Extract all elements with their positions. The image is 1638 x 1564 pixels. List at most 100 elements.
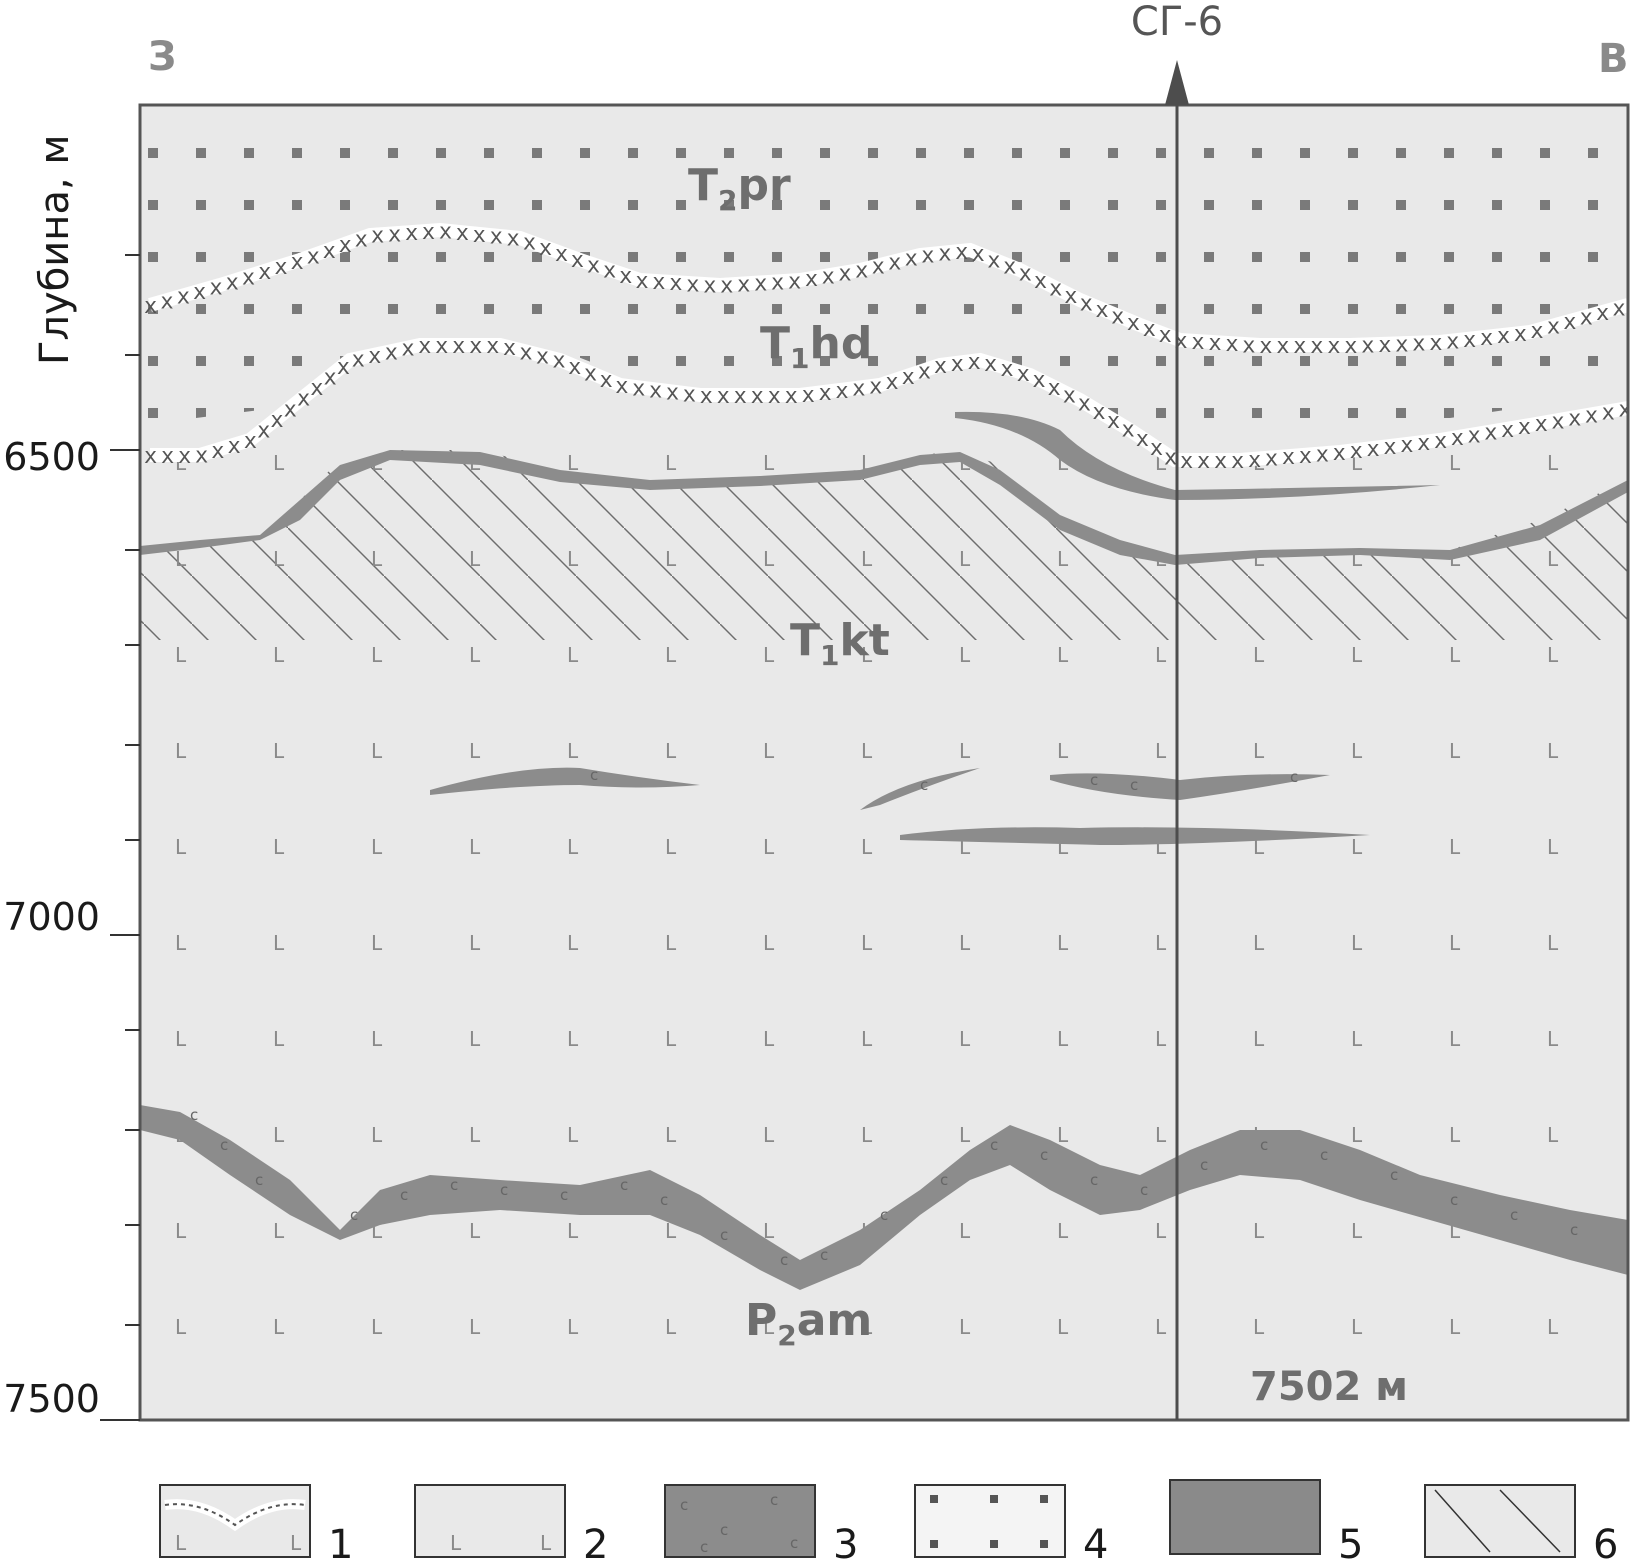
svg-text:x: x (490, 225, 503, 250)
svg-text:x: x (1003, 255, 1016, 280)
svg-text:L: L (567, 1123, 579, 1147)
svg-text:x: x (1596, 301, 1609, 326)
svg-text:L: L (665, 451, 677, 475)
svg-text:x: x (951, 352, 964, 377)
well-arrow-icon (1165, 60, 1189, 105)
svg-text:x: x (1049, 277, 1062, 302)
svg-text:L: L (371, 1027, 383, 1051)
svg-text:L: L (273, 835, 285, 859)
svg-text:L: L (371, 835, 383, 859)
svg-text:x: x (686, 272, 699, 297)
svg-text:x: x (1344, 334, 1357, 359)
svg-text:L: L (1449, 1123, 1461, 1147)
svg-text:x: x (209, 275, 222, 300)
svg-text:x: x (1563, 310, 1576, 335)
svg-text:x: x (968, 350, 981, 375)
svg-text:c: c (560, 1186, 568, 1204)
svg-text:x: x (1547, 315, 1560, 340)
svg-text:x: x (161, 444, 174, 469)
svg-text:L: L (763, 1123, 775, 1147)
svg-text:L: L (763, 547, 775, 571)
svg-text:L: L (1547, 931, 1559, 955)
svg-text:x: x (734, 384, 747, 409)
svg-text:L: L (763, 1219, 775, 1243)
svg-text:x: x (1164, 446, 1177, 471)
svg-text:c: c (1090, 1171, 1098, 1189)
svg-text:c: c (350, 1206, 358, 1224)
svg-text:c: c (400, 1186, 408, 1204)
svg-text:L: L (959, 1027, 971, 1051)
svg-text:L: L (959, 739, 971, 763)
svg-text:L: L (665, 1315, 677, 1339)
svg-text:L: L (763, 931, 775, 955)
svg-text:x: x (902, 365, 915, 390)
svg-text:x: x (905, 246, 918, 271)
svg-text:x: x (339, 233, 352, 258)
svg-text:x: x (1316, 442, 1329, 467)
svg-text:x: x (934, 354, 947, 379)
svg-text:L: L (1155, 643, 1167, 667)
svg-text:x: x (1530, 319, 1543, 344)
lens-circle-symbols: cc c c c (590, 766, 1298, 794)
svg-text:c: c (1290, 768, 1298, 786)
svg-text:L: L (1449, 931, 1461, 955)
svg-text:x: x (584, 361, 597, 386)
svg-text:x: x (1214, 449, 1227, 474)
svg-text:x: x (754, 271, 767, 296)
svg-text:x: x (771, 270, 784, 295)
svg-text:c: c (450, 1176, 458, 1194)
svg-text:L: L (1449, 643, 1461, 667)
svg-text:L: L (567, 643, 579, 667)
svg-text:L: L (469, 1027, 481, 1051)
svg-text:x: x (987, 248, 1000, 273)
svg-text:x: x (1143, 317, 1156, 342)
svg-text:x: x (422, 220, 435, 245)
svg-text:L: L (1253, 835, 1265, 859)
svg-text:L: L (1155, 1315, 1167, 1339)
svg-text:c: c (190, 1106, 198, 1124)
svg-text:x: x (1514, 322, 1527, 347)
svg-text:x: x (1468, 423, 1481, 448)
svg-text:c: c (990, 1136, 998, 1154)
tuff-circle-symbols: c c c c c c c c c c c c c c c c c c c c c c c c c c (190, 1106, 1578, 1269)
svg-text:x: x (242, 265, 255, 290)
svg-text:c: c (620, 1176, 628, 1194)
svg-text:x: x (835, 379, 848, 404)
svg-text:x: x (1446, 330, 1459, 355)
basalt-flow-band-2 (955, 411, 1440, 500)
svg-text:x: x (503, 336, 516, 361)
svg-text:L: L (1253, 1315, 1265, 1339)
svg-text:c: c (820, 1246, 828, 1264)
svg-text:L: L (371, 1315, 383, 1339)
svg-text:x: x (1017, 362, 1030, 387)
svg-text:L: L (567, 1219, 579, 1243)
svg-text:x: x (1361, 333, 1374, 358)
svg-text:x: x (1107, 409, 1120, 434)
svg-text:c: c (880, 1206, 888, 1224)
svg-text:L: L (175, 739, 187, 763)
svg-text:x: x (1497, 324, 1510, 349)
svg-text:L: L (371, 643, 383, 667)
svg-text:x: x (683, 383, 696, 408)
svg-text:x: x (310, 376, 323, 401)
svg-text:L: L (1253, 931, 1265, 955)
svg-text:x: x (1242, 333, 1255, 358)
svg-text:c: c (1450, 1191, 1458, 1209)
formation-label-t1hd: T1hd (760, 318, 872, 375)
svg-text:L: L (273, 643, 285, 667)
legend-swatch-5 (1169, 1479, 1321, 1555)
svg-text:x: x (872, 255, 885, 280)
svg-text:x: x (737, 273, 750, 298)
svg-text:x: x (818, 381, 831, 406)
svg-text:x: x (144, 294, 157, 319)
legend-swatch-6 (1424, 1484, 1576, 1558)
depth-axis-ticks (100, 254, 140, 1421)
svg-text:L: L (665, 547, 677, 571)
tick-label-7500: 7500 (3, 1377, 100, 1421)
svg-text:x: x (1568, 406, 1581, 431)
svg-text:c: c (1200, 1156, 1208, 1174)
svg-text:x: x (972, 242, 985, 267)
svg-text:c: c (940, 1171, 948, 1189)
svg-text:x: x (888, 250, 901, 275)
svg-text:x: x (921, 243, 934, 268)
